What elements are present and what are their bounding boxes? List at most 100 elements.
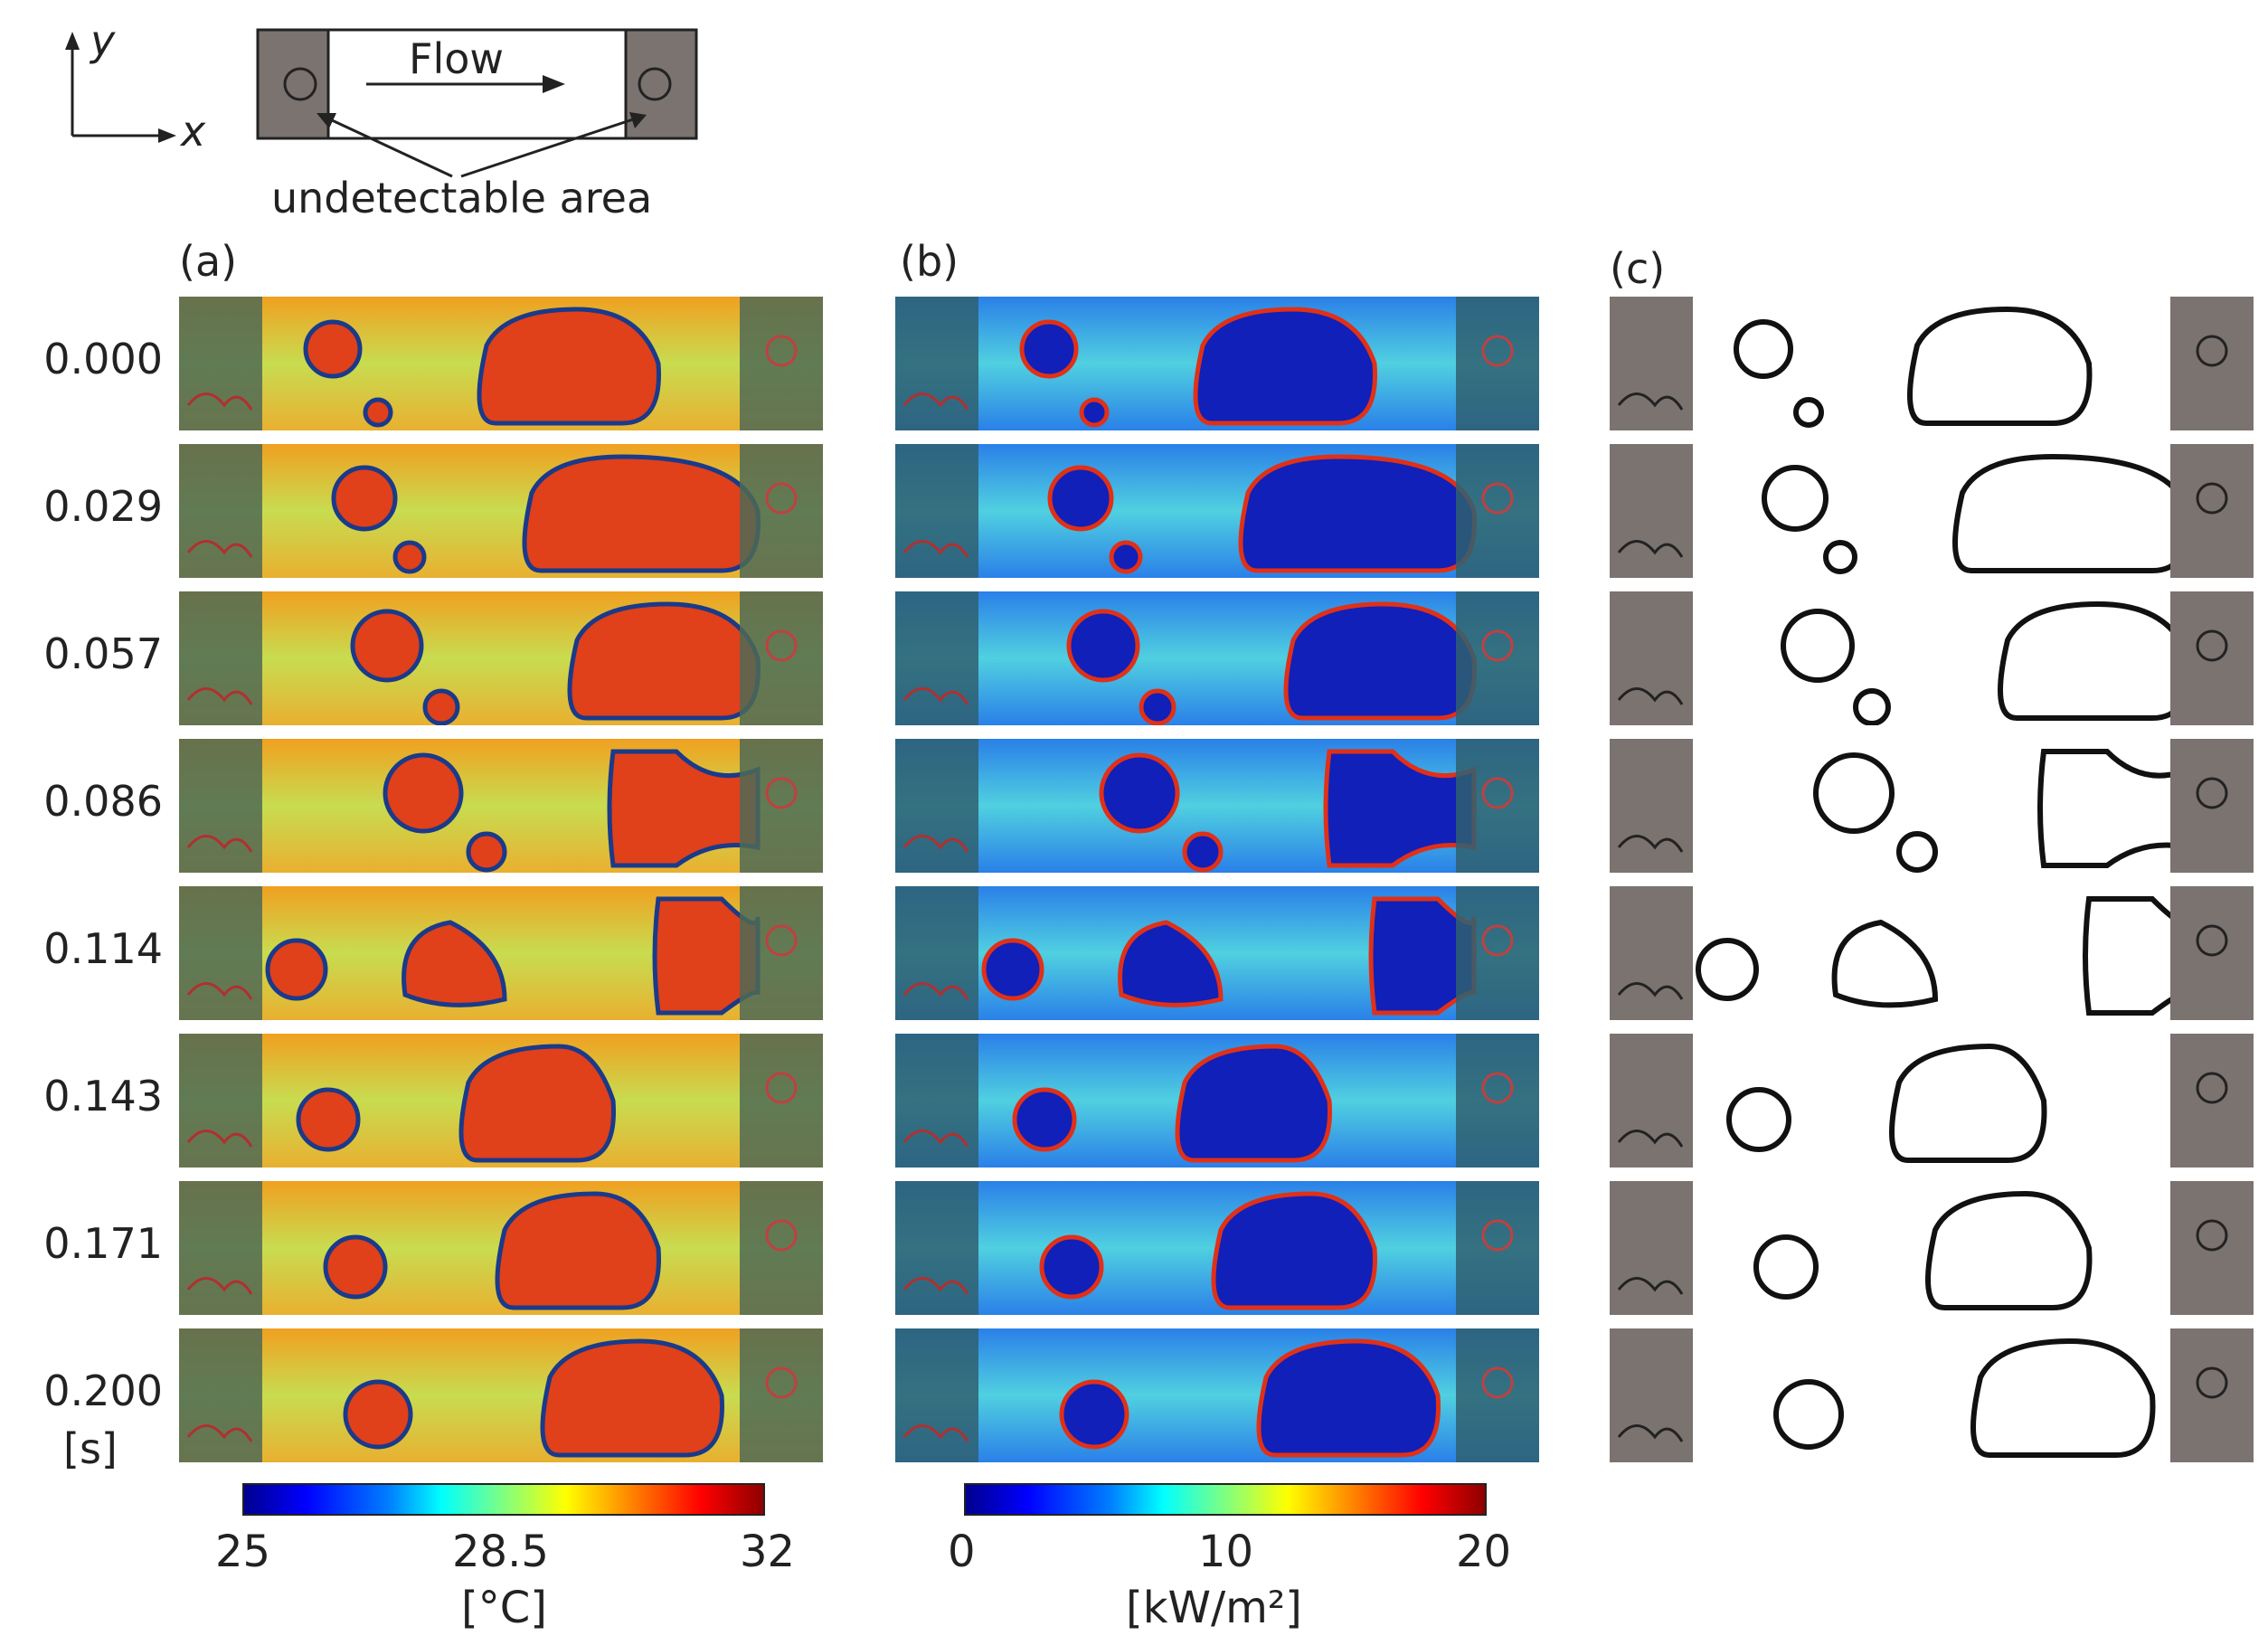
right-undetectable-area [1456,739,1539,873]
elongated-bubble [1238,454,1477,573]
left-undetectable-area [1610,591,1693,725]
heat-flux-colorbar [964,1483,1487,1516]
small-bubble [1896,831,1938,873]
spherical-bubble [1039,1234,1104,1300]
right-undetectable-area [1456,886,1539,1020]
y-axis-label: y [90,16,116,65]
spherical-bubble [1019,319,1079,379]
right-undetectable-area [2170,1328,2254,1462]
elongated-bubble [1193,307,1377,426]
left-undetectable-area [179,886,262,1020]
spherical-bubble [323,1234,388,1300]
elongated-bubble [540,1338,724,1458]
left-undetectable-area [179,1034,262,1168]
panel-label-b: (b) [900,237,959,286]
outlet-hole [2196,1366,2228,1399]
left-undetectable-area [1610,444,1693,578]
left-undetectable-area [895,886,978,1020]
left-undetectable-area [1610,1181,1693,1315]
small-bubble [1793,397,1824,428]
outlet-hole [765,924,798,957]
spherical-bubble [1781,609,1855,683]
spherical-bubble [1753,1234,1819,1300]
frame-b-row-7 [895,1328,1539,1462]
elongated-bubble [1907,306,2093,426]
right-undetectable-area [740,886,823,1020]
inlet-residue [1617,392,1684,411]
spherical-bubble [981,938,1044,1001]
inlet-residue [186,1277,253,1295]
right-undetectable-area [2170,297,2254,430]
time-label-6: 0.171 [43,1219,163,1268]
frame-c-row-6 [1610,1181,2254,1315]
elongated-bubble [1175,1044,1332,1163]
flux-tick-mid: 10 [1198,1527,1254,1577]
outlet-hole [765,482,798,515]
right-undetectable-area [740,1034,823,1168]
right-undetectable-area [740,739,823,873]
right-undetectable-area [1456,1181,1539,1315]
inlet-residue [186,687,253,705]
frame-a-row-0 [179,297,823,430]
outlet-hole [2196,1219,2228,1252]
right-undetectable-area [1456,444,1539,578]
outlet-hole [1481,335,1514,367]
outlet-hole [765,1072,798,1104]
spherical-bubble [1047,465,1114,532]
right-undetectable-area [2170,444,2254,578]
small-bubble [1139,688,1177,725]
right-undetectable-area [1456,1034,1539,1168]
frame-a-row-4 [179,886,823,1020]
outlet-hole [765,777,798,809]
inlet-residue [902,1130,969,1148]
elongated-bubble [1925,1190,2093,1310]
deforming-bubble [402,920,507,1007]
elongated-bubble [1283,601,1477,721]
heat-flux-field [895,1328,1539,1462]
left-undetectable-area [179,591,262,725]
right-undetectable-area [1456,591,1539,725]
spherical-bubble [265,938,328,1001]
frame-b-row-1 [895,444,1539,578]
elongated-bubble [1323,749,1477,868]
inlet-residue [902,982,969,1000]
inlet-residue [902,540,969,558]
elongated-bubble [1970,1338,2156,1458]
flux-tick-min: 0 [948,1527,976,1577]
right-undetectable-area [2170,886,2254,1020]
spherical-bubble [1726,1087,1791,1152]
inlet-residue [186,1424,253,1442]
left-undetectable-area [895,444,978,578]
inlet-residue [186,540,253,558]
right-undetectable-area [2170,591,2254,725]
frame-b-row-6 [895,1181,1539,1315]
outlet-hole [2196,482,2228,515]
small-bubble [1182,831,1224,873]
left-undetectable-area [179,1328,262,1462]
frame-b-row-0 [895,297,1539,430]
elongated-bubble [477,307,661,426]
outlet-hole [1481,1366,1514,1399]
interface-background [1610,444,2254,578]
small-bubble [1853,688,1891,725]
outlet-hole [1481,482,1514,515]
temp-tick-mid: 28.5 [452,1527,549,1577]
left-undetectable-area [179,1181,262,1315]
spherical-bubble [1734,319,1793,379]
spherical-bubble [350,609,424,683]
interface-background [1610,297,2254,430]
frame-c-row-2 [1610,591,2254,725]
deforming-bubble [1831,919,1939,1008]
small-bubble [422,688,460,725]
outlet-hole [765,1366,798,1399]
right-undetectable-area [740,444,823,578]
inlet-residue [902,835,969,853]
right-undetectable-area [740,1328,823,1462]
spherical-bubble [1773,1379,1844,1450]
interface-background [1610,1328,2254,1462]
deforming-bubble [1118,920,1224,1007]
channel-schematic [256,28,698,140]
frame-a-row-3 [179,739,823,873]
elongated-bubble [522,454,761,573]
right-undetectable-area [740,1181,823,1315]
